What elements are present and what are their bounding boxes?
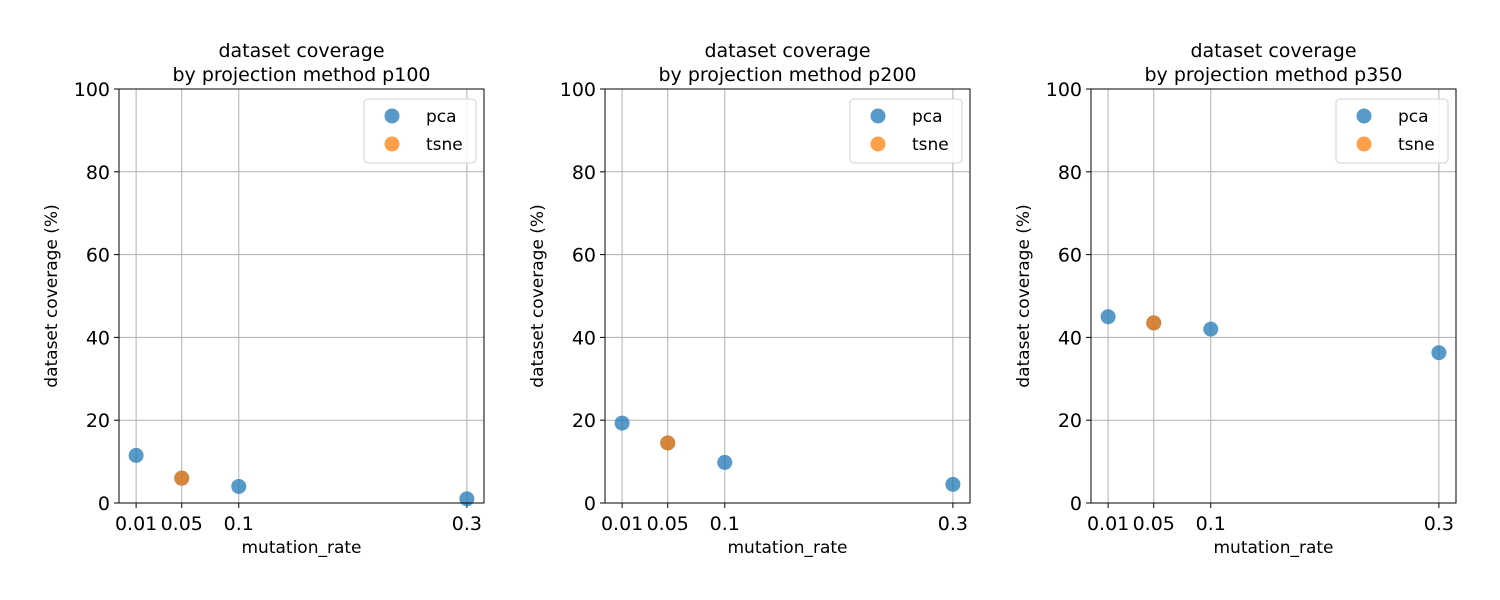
y-axis-label: dataset coverage (%) (528, 204, 548, 387)
legend-label-tsne: tsne (1398, 135, 1435, 155)
y-tick-label: 100 (1046, 79, 1082, 101)
x-axis-label: mutation_rate (241, 538, 361, 558)
y-axis-label: dataset coverage (%) (42, 204, 62, 387)
x-tick-label: 0.01 (115, 513, 157, 535)
y-tick-label: 0 (584, 493, 596, 515)
y-tick-label: 100 (74, 79, 110, 101)
chart-title-line-2: by projection method p100 (172, 64, 430, 86)
y-tick-label: 100 (560, 79, 596, 101)
chart-title-line-1: dataset coverage (1190, 40, 1356, 62)
legend: pca tsne (1335, 98, 1449, 164)
legend-label-tsne: tsne (426, 135, 463, 155)
data-point-pca (945, 476, 961, 492)
y-tick-label: 60 (86, 245, 110, 267)
legend-label-pca: pca (1398, 107, 1429, 127)
subplot-1: 0.01 0.05 0.1 0.3 0 20 40 60 80 100 dataset covera… (42, 40, 485, 558)
x-tick-label: 0.3 (1424, 513, 1454, 535)
y-tick-label: 20 (86, 410, 110, 432)
legend-label-tsne: tsne (912, 135, 949, 155)
x-tick-label: 0.1 (1196, 513, 1226, 535)
data-point-tsne (660, 435, 676, 451)
y-tick-label: 0 (1070, 493, 1082, 515)
x-tick-label: 0.01 (1087, 513, 1129, 535)
axes-frame (604, 88, 971, 504)
data-point-pca (459, 491, 475, 507)
y-tick-label: 40 (1058, 327, 1082, 349)
chart-title-line-1: dataset coverage (218, 40, 384, 62)
x-tick-label: 0.3 (938, 513, 968, 535)
y-tick-label: 60 (1058, 245, 1082, 267)
legend-marker-pca (384, 108, 400, 124)
y-tick-label: 60 (572, 245, 596, 267)
legend-marker-tsne (384, 136, 400, 152)
x-tick-label: 0.1 (710, 513, 740, 535)
data-point-pca (128, 447, 144, 463)
legend-marker-tsne (870, 136, 886, 152)
y-tick-label: 40 (86, 327, 110, 349)
x-tick-label: 0.05 (161, 513, 203, 535)
legend-marker-tsne (1356, 136, 1372, 152)
data-point-pca (1203, 321, 1219, 337)
y-tick-label: 80 (86, 162, 110, 184)
data-point-pca (1431, 345, 1447, 361)
y-tick-label: 40 (572, 327, 596, 349)
x-tick-label: 0.05 (647, 513, 689, 535)
legend: pca tsne (363, 98, 477, 164)
x-axis-label: mutation_rate (727, 538, 847, 558)
axes-frame (118, 88, 485, 504)
x-tick-label: 0.3 (452, 513, 482, 535)
chart-title-line-1: dataset coverage (704, 40, 870, 62)
y-tick-label: 80 (572, 162, 596, 184)
x-tick-label: 0.1 (224, 513, 254, 535)
legend-marker-pca (870, 108, 886, 124)
legend: pca tsne (849, 98, 963, 164)
data-point-tsne (174, 470, 190, 486)
data-point-pca (231, 478, 247, 494)
data-point-pca (1100, 309, 1116, 325)
data-point-pca (614, 415, 630, 431)
legend-marker-pca (1356, 108, 1372, 124)
y-tick-label: 80 (1058, 162, 1082, 184)
subplot-3: 0.01 0.05 0.1 0.3 0 20 40 60 80 100 dataset covera… (1014, 40, 1457, 558)
legend-label-pca: pca (912, 107, 943, 127)
y-axis-label: dataset coverage (%) (1014, 204, 1034, 387)
y-tick-label: 0 (98, 493, 110, 515)
legend-label-pca: pca (426, 107, 457, 127)
data-point-tsne (1146, 315, 1162, 331)
y-tick-label: 20 (1058, 410, 1082, 432)
axes-frame (1090, 88, 1457, 504)
y-tick-label: 20 (572, 410, 596, 432)
subplot-2: 0.01 0.05 0.1 0.3 0 20 40 60 80 100 dataset covera… (528, 40, 971, 558)
chart-title-line-2: by projection method p350 (1144, 64, 1402, 86)
x-tick-label: 0.05 (1133, 513, 1175, 535)
x-axis-label: mutation_rate (1213, 538, 1333, 558)
chart-title-line-2: by projection method p200 (658, 64, 916, 86)
data-point-pca (717, 454, 733, 470)
x-tick-label: 0.01 (601, 513, 643, 535)
